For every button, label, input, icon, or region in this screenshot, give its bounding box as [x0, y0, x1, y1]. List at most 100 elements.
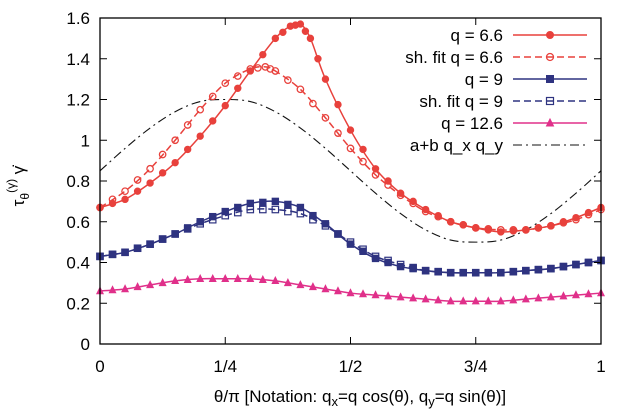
data-point [171, 136, 179, 145]
data-point [334, 100, 342, 109]
data-point [246, 67, 255, 75]
data-point [509, 295, 518, 304]
data-point [306, 34, 315, 43]
data-point [284, 207, 292, 216]
data-point [359, 247, 367, 255]
series-0 [96, 20, 605, 236]
data-point [259, 205, 267, 214]
data-point [221, 273, 230, 282]
data-point [284, 200, 292, 209]
data-point [497, 228, 505, 236]
data-point [559, 291, 568, 300]
data-point [271, 276, 280, 285]
data-point [283, 278, 292, 287]
axis-label-part: q [322, 387, 331, 406]
data-point [209, 212, 217, 221]
legend-label: q = 6.6 [451, 26, 503, 45]
data-point [271, 205, 280, 214]
axis-label-part: q [419, 387, 428, 406]
x-axis-label: θ/π [Notation: qx=q cos(θ), qy=q sin(θ)] [214, 387, 506, 409]
data-point [484, 226, 492, 234]
axis-label-part: (γ) [4, 179, 18, 193]
data-point [196, 132, 204, 140]
data-point [547, 264, 555, 273]
series-2 [96, 197, 605, 277]
data-point [421, 205, 430, 214]
data-point [314, 55, 322, 63]
y-tick-label: 1.4 [66, 50, 90, 69]
data-point [133, 244, 142, 252]
data-point [171, 158, 179, 167]
data-point [584, 289, 593, 298]
data-point [534, 265, 543, 274]
data-point [334, 129, 342, 137]
x-tick-label: 1/4 [213, 357, 237, 376]
legend-entry: sh. fit q = 6.6 [405, 48, 587, 67]
data-point [208, 92, 217, 101]
data-point [133, 282, 142, 291]
data-point [509, 227, 518, 235]
data-point [233, 72, 242, 80]
legend-entry: q = 6.6 [451, 26, 587, 45]
series-1 [96, 63, 605, 234]
series-line [99, 65, 602, 232]
axis-label-part: γ̇ [9, 165, 28, 179]
data-point [472, 224, 480, 232]
data-point [434, 267, 442, 276]
data-point [158, 235, 167, 243]
data-point [534, 224, 543, 232]
axis-label-part: =q cos(θ), [338, 387, 419, 406]
legend-entry: sh. fit q = 9 [419, 92, 587, 111]
x-tick-label: 0 [95, 357, 104, 376]
data-point [584, 208, 593, 217]
data-point [271, 34, 280, 43]
data-point [146, 179, 154, 187]
data-point [484, 296, 493, 305]
data-point [584, 258, 593, 267]
data-point [522, 266, 530, 275]
data-point [572, 260, 580, 269]
data-point [546, 292, 555, 301]
data-point [158, 150, 167, 159]
data-point [146, 164, 154, 173]
axis-label-part: τ [9, 199, 28, 206]
data-point [447, 218, 455, 226]
y-tick-label: 0.8 [66, 172, 90, 191]
data-point [321, 113, 330, 122]
data-point [108, 285, 117, 294]
data-point [371, 290, 380, 299]
legend-entry: a+b q_x q_y [410, 136, 587, 155]
data-point [545, 52, 555, 62]
data-point [496, 296, 505, 305]
data-point [545, 117, 555, 127]
data-point [108, 250, 117, 259]
data-point [183, 275, 192, 284]
data-point [296, 280, 305, 289]
data-point [459, 268, 467, 277]
data-point [497, 268, 505, 277]
legend: q = 6.6 sh. fit q = 6.6 q = 9 sh. fit q = 9… [405, 26, 587, 155]
data-point [296, 203, 305, 212]
data-point [321, 220, 330, 228]
legend-label: q = 12.6 [441, 114, 503, 133]
data-point [146, 280, 155, 289]
data-point [321, 284, 330, 293]
y-tick-label: 1.6 [66, 9, 90, 28]
data-point [234, 203, 242, 212]
axis-label-part: =q sin(θ)] [435, 387, 506, 406]
x-tick-label: 1/2 [339, 357, 363, 376]
data-point [279, 28, 287, 36]
data-point [359, 157, 367, 166]
data-point [459, 296, 468, 305]
data-point [146, 240, 154, 248]
data-point [559, 262, 568, 271]
data-point [308, 282, 317, 291]
data-point [171, 230, 179, 238]
x-tick-label: 1 [596, 357, 605, 376]
data-point [471, 296, 480, 305]
data-point [409, 293, 418, 302]
data-point [133, 176, 142, 184]
data-point [233, 273, 242, 282]
legend-entry: q = 12.6 [441, 114, 587, 133]
